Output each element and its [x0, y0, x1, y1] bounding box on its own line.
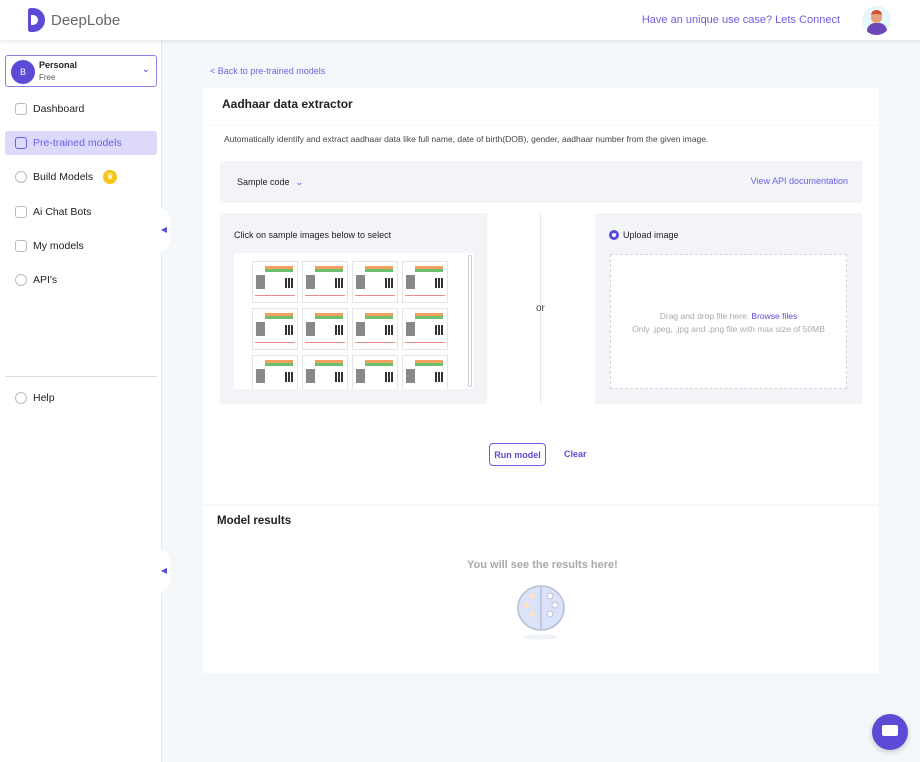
- api-docs-link[interactable]: View API documentation: [750, 176, 848, 186]
- api-gear-icon: [15, 274, 27, 286]
- sample-image-thumbnail[interactable]: [402, 355, 448, 389]
- sample-image-thumbnail[interactable]: [352, 261, 398, 303]
- account-initial: B: [11, 60, 35, 84]
- samples-label: Click on sample images below to select: [234, 230, 392, 240]
- connect-link[interactable]: Have an unique use case? Lets Connect: [641, 14, 840, 26]
- title-card: [203, 88, 879, 125]
- sample-image-thumbnail[interactable]: [302, 308, 348, 350]
- sample-image-thumbnail[interactable]: [302, 355, 348, 389]
- sidebar-item-help[interactable]: Help: [5, 386, 157, 410]
- model-description: Automatically identify and extract aadha…: [224, 134, 709, 144]
- upload-label: Upload image: [623, 230, 679, 240]
- upload-panel: Upload image Drag and drop file here. Br…: [595, 213, 862, 404]
- sample-images-panel: Click on sample images below to select: [220, 213, 487, 404]
- sidebar-item-label: Build Models: [33, 171, 94, 183]
- robot-icon: [15, 206, 27, 218]
- chat-widget-button[interactable]: [872, 714, 908, 750]
- plus-circle-icon: [15, 171, 27, 183]
- sample-code-label: Sample code: [237, 177, 290, 187]
- run-model-button[interactable]: Run model: [489, 443, 546, 466]
- page-title: Aadhaar data extractor: [222, 97, 353, 111]
- sidebar-item-dashboard[interactable]: Dashboard: [5, 97, 157, 121]
- sample-gallery: [234, 253, 474, 389]
- drop-text: Drag and drop file here.: [659, 311, 750, 321]
- dropzone[interactable]: Drag and drop file here. Browse files On…: [610, 254, 847, 389]
- sidebar-item-my-models[interactable]: My models: [5, 234, 157, 258]
- upload-radio[interactable]: [609, 230, 619, 240]
- sidebar-item-label: API's: [33, 274, 58, 286]
- collapse-sidebar-toggle[interactable]: ◀: [158, 549, 170, 593]
- account-name: Personal: [39, 60, 78, 70]
- collapse-sidebar-toggle[interactable]: ◀: [158, 208, 170, 252]
- clear-button[interactable]: Clear: [564, 449, 587, 459]
- info-icon: [15, 392, 27, 404]
- chevron-down-icon: ⌄: [141, 64, 150, 75]
- top-header: DeepLobe Have an unique use case? Lets C…: [0, 0, 920, 40]
- brain-icon: [517, 585, 565, 640]
- account-switcher[interactable]: B Personal Free ⌄: [5, 55, 157, 87]
- chat-icon: [882, 725, 898, 736]
- sample-image-thumbnail[interactable]: [252, 261, 298, 303]
- chevron-down-icon: ⌄: [295, 177, 304, 187]
- sample-image-thumbnail[interactable]: [252, 308, 298, 350]
- drop-hint: Only .jpeg, .jpg and .png file with max …: [632, 324, 825, 334]
- sample-image-thumbnail[interactable]: [252, 355, 298, 389]
- user-avatar[interactable]: [862, 6, 891, 35]
- sidebar-item-label: Pre-trained models: [33, 137, 122, 149]
- deeplobe-logo-icon: [28, 8, 45, 32]
- grid-icon: [15, 103, 27, 115]
- sidebar-item-label: Ai Chat Bots: [33, 206, 92, 218]
- account-plan: Free: [39, 73, 56, 82]
- sidebar-item-label: Dashboard: [33, 103, 85, 115]
- logo[interactable]: DeepLobe: [28, 8, 120, 32]
- sample-image-thumbnail[interactable]: [402, 261, 448, 303]
- browse-files-link[interactable]: Browse files: [751, 311, 798, 321]
- crown-icon: ♛: [103, 170, 118, 184]
- sample-code-toggle[interactable]: Sample code ⌄: [237, 177, 303, 188]
- sidebar-divider: [5, 376, 157, 377]
- sample-image-thumbnail[interactable]: [402, 308, 448, 350]
- sample-image-thumbnail[interactable]: [302, 261, 348, 303]
- layers-icon: [15, 240, 27, 252]
- results-empty-text: You will see the results here!: [467, 559, 618, 571]
- sidebar-item-apis[interactable]: API's: [5, 268, 157, 292]
- sidebar: B Personal Free ⌄ Dashboard Pre-trained …: [0, 40, 162, 762]
- sidebar-item-pre-trained-models[interactable]: Pre-trained models: [5, 131, 157, 155]
- brand-name: DeepLobe: [51, 11, 121, 29]
- sidebar-item-build-models[interactable]: Build Models ♛: [5, 165, 157, 189]
- sidebar-item-ai-chat-bots[interactable]: Ai Chat Bots: [5, 200, 157, 224]
- sample-code-bar: Sample code ⌄ View API documentation: [220, 161, 862, 203]
- sidebar-item-label: My models: [33, 240, 84, 252]
- sidebar-item-label: Help: [33, 392, 55, 404]
- or-label: or: [536, 303, 545, 314]
- models-icon: [15, 137, 27, 149]
- results-title: Model results: [217, 515, 292, 527]
- gallery-scrollbar[interactable]: [468, 255, 472, 387]
- sample-image-thumbnail[interactable]: [352, 308, 398, 350]
- divider: [540, 213, 541, 404]
- sample-image-thumbnail[interactable]: [352, 355, 398, 389]
- back-link[interactable]: < Back to pre-trained models: [210, 66, 326, 76]
